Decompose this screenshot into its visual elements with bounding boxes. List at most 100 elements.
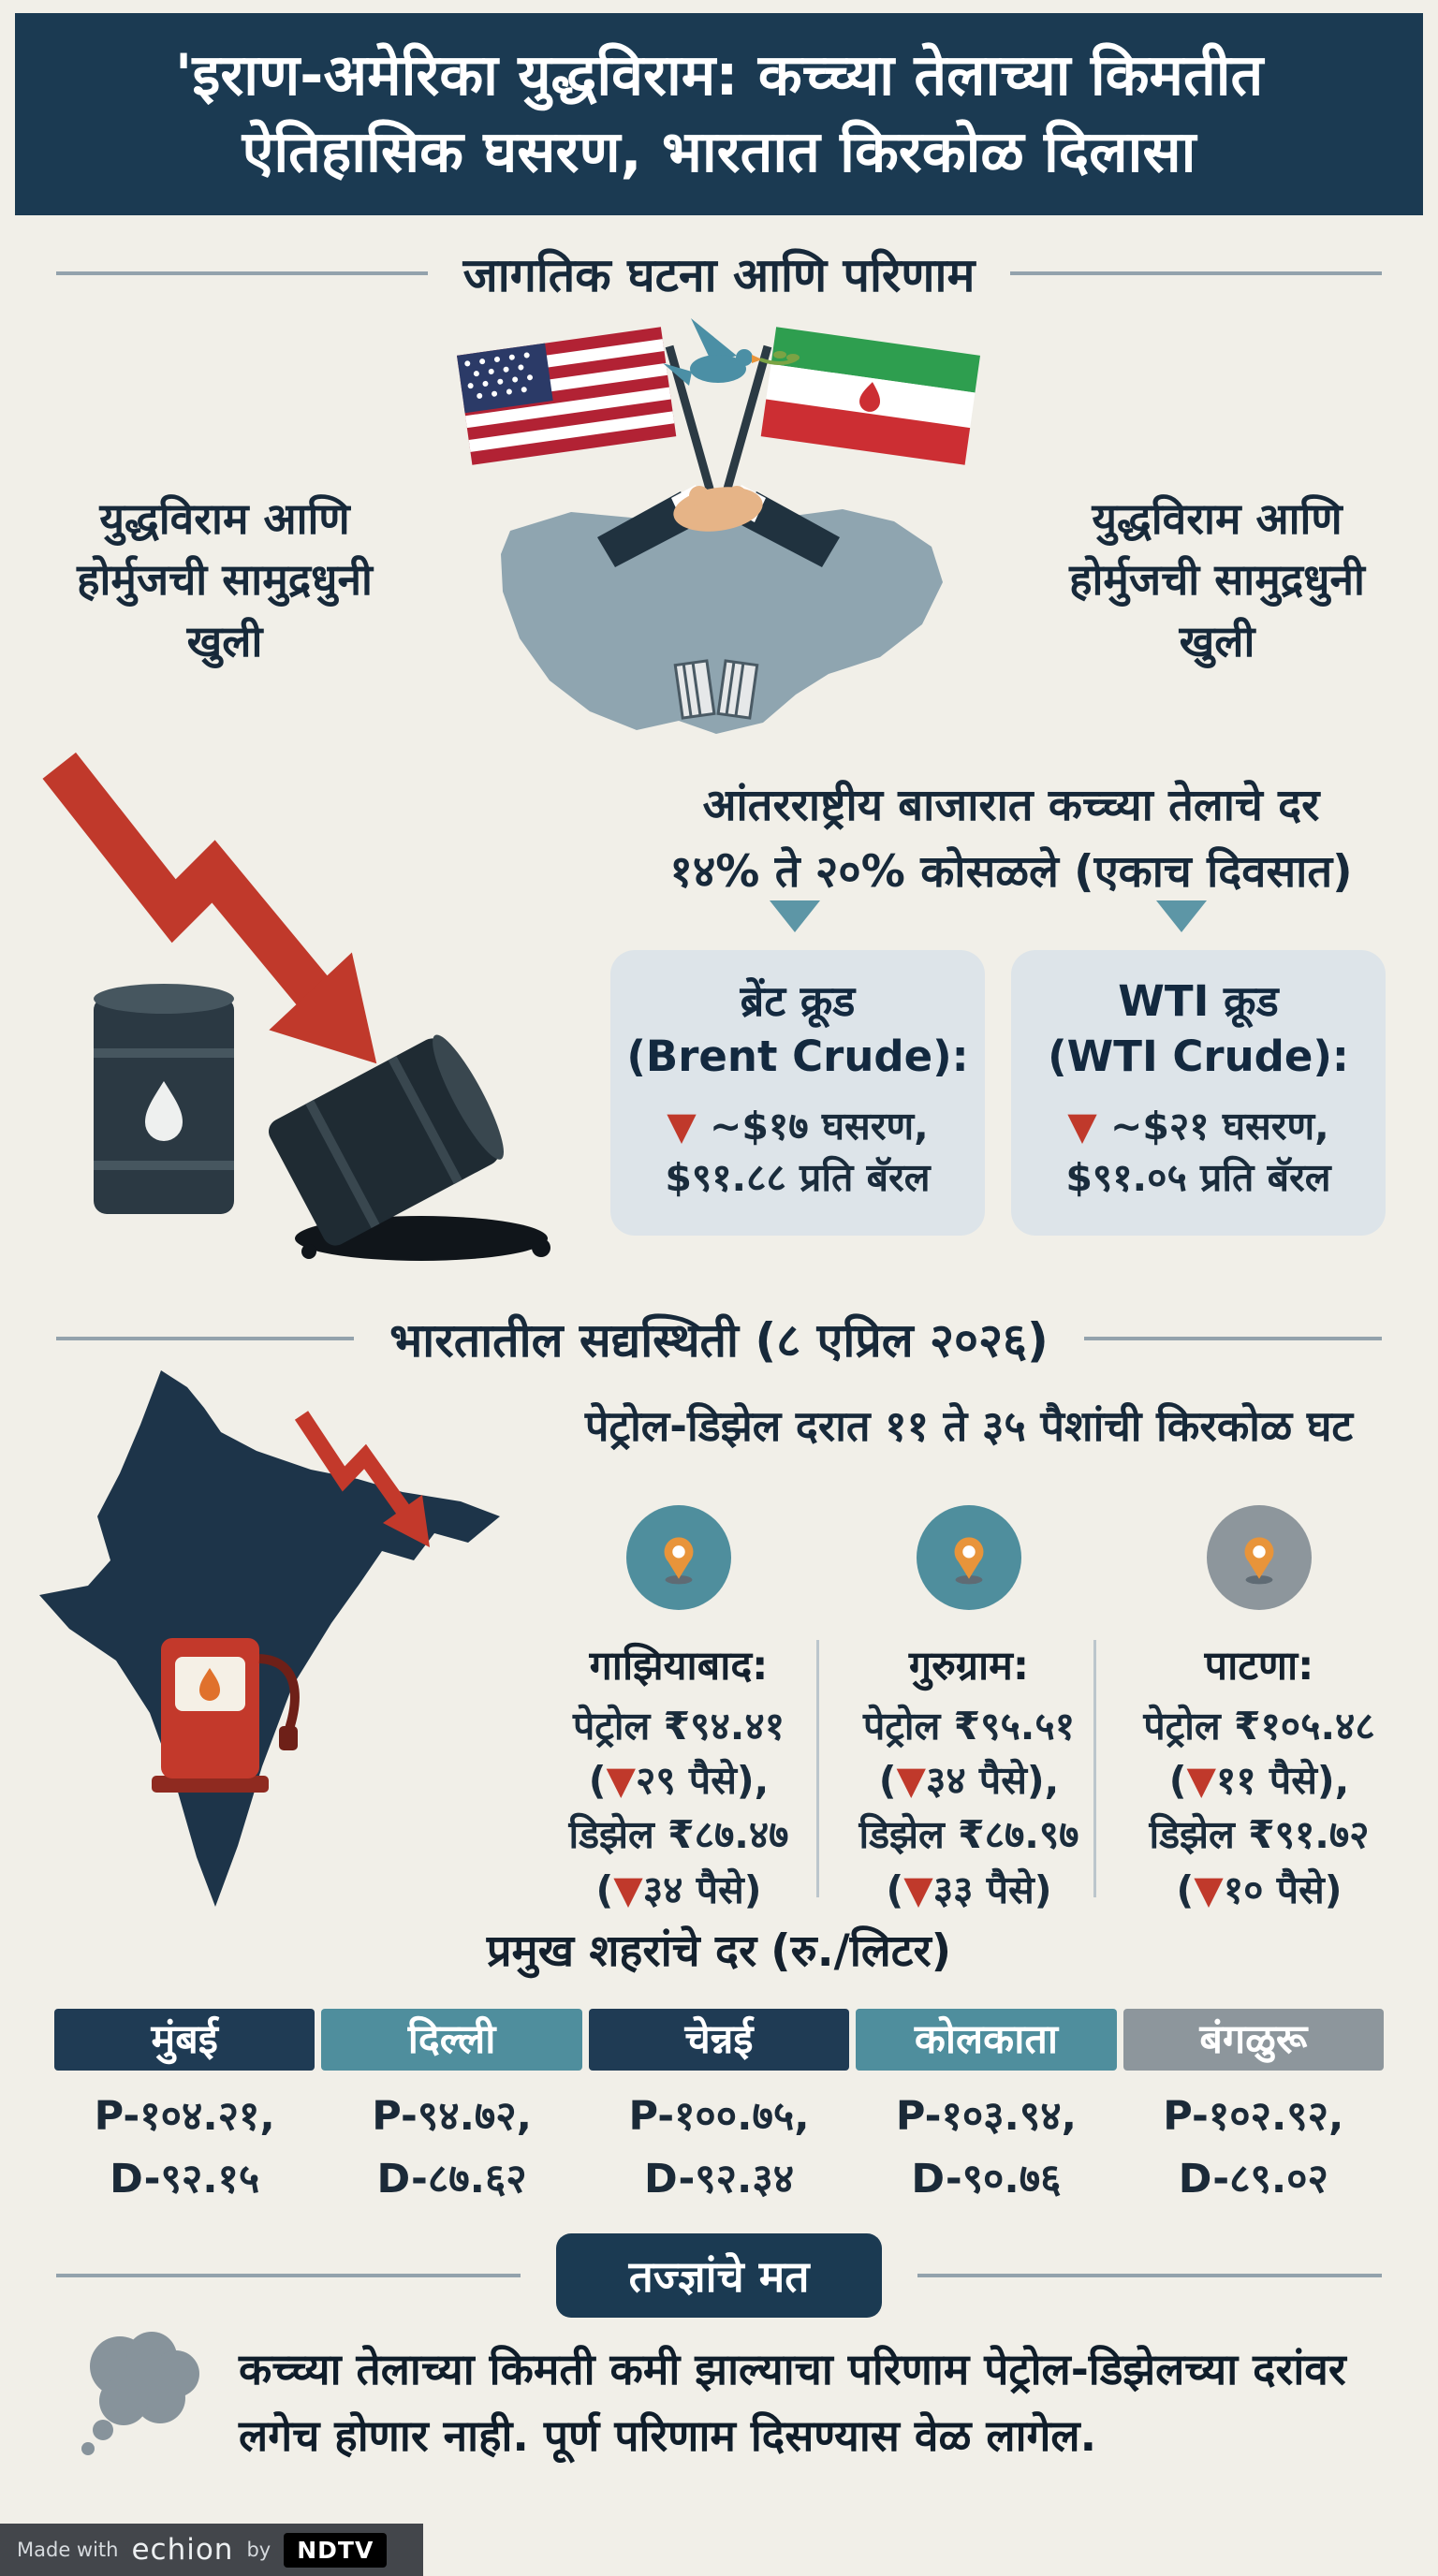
city-diesel-change: (▼३३ पैसे)	[886, 1866, 1052, 1912]
header: 'इराण-अमेरिका युद्धविराम: कच्च्या तेलाच्…	[15, 13, 1423, 215]
market-line1: आंतरराष्ट्रीय बाजारात कच्च्या तेलाचे दर	[702, 780, 1320, 831]
table-column-chennai: चेन्नई P-१००.७५, D-९२.३४	[588, 2009, 850, 2210]
card-change: ▼ ~$२१ घसरण,	[1067, 1104, 1329, 1149]
pointer-down-icon	[770, 900, 820, 932]
diesel-price: D-९२.३४	[643, 2155, 795, 2203]
right-caption: युद्धविराम आणि होर्मुजची सामुद्रधुनी खुल…	[1069, 493, 1365, 666]
location-pin-icon	[1207, 1505, 1312, 1610]
city-diesel: डिझेल ₹८७.९७	[858, 1812, 1079, 1858]
global-section-title-row: जागतिक घटना आणि परिणाम	[56, 242, 1383, 305]
column-divider	[1093, 1640, 1096, 1897]
table-title: प्रमुख शहरांचे दर (रु./लिटर)	[0, 1919, 1438, 1979]
table-header: कोलकाता	[856, 2009, 1117, 2071]
oil-barrels-icon	[94, 984, 550, 1261]
city-petrol-change: (▼२९ पैसे),	[588, 1758, 770, 1804]
table-title-text: प्रमुख शहरांचे दर	[486, 1925, 757, 1977]
city-column-patna: पाटणा: पेट्रोल ₹१०५.४८ (▼११ पैसे), डिझेल…	[1114, 1505, 1404, 1917]
table-values: P-१०२.९२, D-८९.०२	[1123, 2086, 1384, 2210]
city-name: पाटणा:	[1204, 1643, 1314, 1690]
table-header: चेन्नई	[588, 2009, 850, 2071]
city-petrol-change: (▼११ पैसे),	[1168, 1758, 1350, 1804]
table-column-bengaluru: बंगळुरू P-१०२.९२, D-८९.०२	[1123, 2009, 1385, 2210]
market-line2: १४% ते २०% कोसळले (एकाच दिवसात)	[669, 845, 1353, 898]
table-column-delhi: दिल्ली P-९४.७२, D-८७.६२	[321, 2009, 582, 2210]
wti-crude-card: WTI क्रूड (WTI Crude): ▼ ~$२१ घसरण, $९१.…	[1011, 950, 1386, 1236]
card-title: WTI क्रूड	[1118, 976, 1279, 1026]
ceasefire-illustration	[456, 318, 981, 734]
table-header: दिल्ली	[321, 2009, 582, 2071]
card-price: $९१.८८ प्रति बॅरल	[665, 1155, 931, 1201]
divider-line	[1083, 1337, 1383, 1340]
divider-line	[56, 1337, 355, 1340]
market-drop-text: आंतरराष्ट्रीय बाजारात कच्च्या तेलाचे दर …	[604, 773, 1418, 905]
price-crash-arrow	[42, 752, 377, 1064]
headline-line1: 'इराण-अमेरिका युद्धविराम: कच्च्या तेलाच्…	[174, 41, 1264, 109]
table-values: P-९४.७२, D-८७.६२	[321, 2086, 581, 2210]
card-subtitle: (Brent Crude):	[626, 1031, 969, 1081]
thought-bubble-icon	[81, 2332, 199, 2455]
divider-line	[917, 2274, 1383, 2277]
india-map	[39, 1370, 500, 1907]
city-diesel-change: (▼१० पैसे)	[1176, 1866, 1343, 1912]
table-values: P-१०३.९४, D-९०.७६	[856, 2086, 1116, 2210]
footer-credit-bar: Made with echion by NDTV	[0, 2524, 423, 2576]
petrol-price: P-१०४.२१,	[94, 2093, 275, 2140]
diesel-price: D-९०.७६	[911, 2155, 1062, 2203]
expert-opinion-text: कच्च्या तेलाच्या किमती कमी झाल्याचा परिण…	[239, 2344, 1346, 2462]
made-with-label: Made with	[17, 2539, 119, 2561]
location-pin-icon	[626, 1505, 731, 1610]
open-gates-icon	[673, 659, 759, 720]
city-price-table: मुंबई P-१०४.२१, D-९२.१५ दिल्ली P-९४.७२, …	[54, 2009, 1385, 2210]
decline-arrow-icon	[294, 1411, 430, 1547]
petrol-price: P-१००.७५,	[628, 2093, 810, 2140]
city-petrol: पेट्रोल ₹९४.४१	[572, 1704, 785, 1749]
city-diesel-change: (▼३४ पैसे)	[595, 1866, 762, 1912]
diesel-price: D-८७.६२	[376, 2155, 527, 2203]
divider-line	[56, 2274, 521, 2277]
india-section-title: भारतातील सद्यस्थिती (८ एप्रिल २०२६)	[389, 1313, 1049, 1368]
city-petrol: पेट्रोल ₹१०५.४८	[1143, 1704, 1375, 1749]
expert-section-row: तज्ज्ञांचे मत	[56, 2233, 1383, 2318]
city-column-gurugram: गुरुग्राम: पेट्रोल ₹९५.५१ (▼३४ पैसे), डि…	[824, 1505, 1114, 1917]
card-subtitle: (WTI Crude):	[1048, 1031, 1349, 1081]
city-diesel: डिझेल ₹८७.४७	[568, 1812, 789, 1858]
city-petrol: पेट्रोल ₹९५.५१	[862, 1704, 1076, 1749]
city-column-ghaziabad: गाझियाबाद: पेट्रोल ₹९४.४१ (▼२९ पैसे), डि…	[534, 1505, 824, 1917]
divider-line	[56, 271, 428, 275]
diesel-price: D-८९.०२	[1178, 2155, 1328, 2203]
global-section-title: जागतिक घटना आणि परिणाम	[462, 248, 976, 302]
city-name: गुरुग्राम:	[908, 1643, 1030, 1690]
brent-crude-card: ब्रेंट क्रूड (Brent Crude): ▼ ~$१७ घसरण,…	[610, 950, 985, 1236]
fuel-pump-icon	[152, 1638, 300, 1793]
iran-flag-icon	[760, 327, 981, 465]
table-header: मुंबई	[54, 2009, 315, 2071]
echion-brand: echion	[131, 2533, 234, 2567]
petrol-price: P-१०३.९४,	[895, 2093, 1077, 2140]
peace-dove-icon	[663, 318, 800, 386]
india-section-title-row: भारतातील सद्यस्थिती (८ एप्रिल २०२६)	[56, 1307, 1383, 1370]
city-name: गाझियाबाद:	[589, 1643, 769, 1690]
table-column-kolkata: कोलकाता P-१०३.९४, D-९०.७६	[856, 2009, 1117, 2210]
city-price-columns: गाझियाबाद: पेट्रोल ₹९४.४१ (▼२९ पैसे), डि…	[534, 1505, 1404, 1917]
diesel-price: D-९२.१५	[110, 2155, 260, 2203]
table-title-unit: (रु./लिटर)	[770, 1925, 952, 1977]
pointer-down-icon	[1156, 900, 1207, 932]
expert-badge: तज्ज्ञांचे मत	[555, 2233, 883, 2318]
table-header: बंगळुरू	[1123, 2009, 1385, 2071]
location-pin-icon	[917, 1505, 1021, 1610]
left-caption: युद्धविराम आणि होर्मुजची सामुद्रधुनी खुल…	[77, 493, 373, 666]
headline-line2: ऐतिहासिक घसरण, भारतात किरकोळ दिलासा	[242, 119, 1196, 185]
card-title: ब्रेंट क्रूड	[740, 976, 856, 1026]
table-values: P-१००.७५, D-९२.३४	[589, 2086, 849, 2210]
iran-country-map	[501, 509, 943, 734]
us-flag-icon	[456, 327, 677, 465]
petrol-price: P-९४.७२,	[372, 2093, 532, 2140]
table-values: P-१०४.२१, D-९२.१५	[54, 2086, 315, 2210]
card-price: $९१.०५ प्रति बॅरल	[1065, 1155, 1331, 1201]
india-subtitle: पेट्रोल-डिझेल दरात ११ ते ३५ पैशांची किरक…	[584, 1401, 1354, 1451]
city-diesel: डिझेल ₹९१.७२	[1149, 1812, 1370, 1858]
card-change: ▼ ~$१७ घसरण,	[667, 1104, 929, 1149]
table-column-mumbai: मुंबई P-१०४.२१, D-९२.१५	[54, 2009, 315, 2210]
city-petrol-change: (▼३४ पैसे),	[878, 1758, 1060, 1804]
